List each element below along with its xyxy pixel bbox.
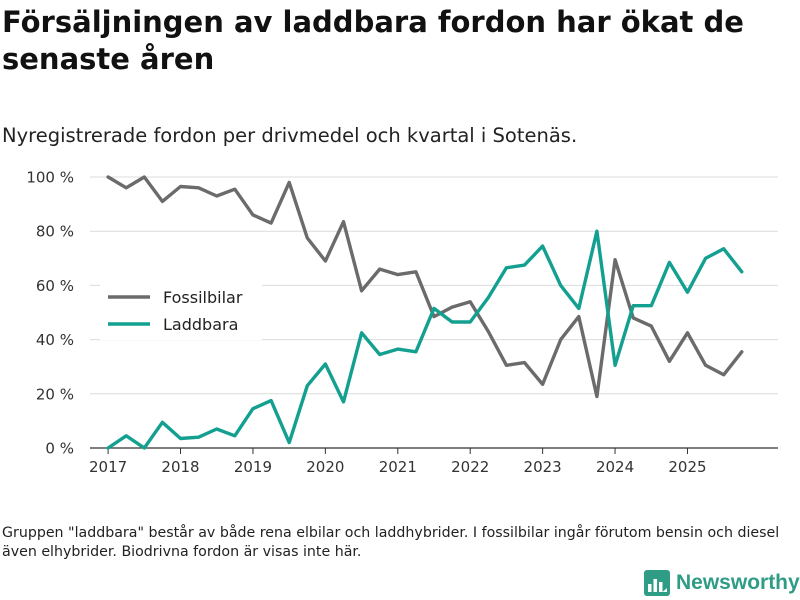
x-tick-label: 2023: [524, 458, 562, 476]
x-tick-label: 2018: [161, 458, 199, 476]
y-axis-tick-labels: 0 % 20 % 40 % 60 % 80 % 100 %: [26, 169, 74, 458]
legend-label: Fossilbilar: [163, 288, 243, 307]
chart-title: Försäljningen av laddbara fordon har öka…: [2, 5, 744, 76]
series-line-fossilbilar: [106, 175, 744, 399]
brand-logo: Newsworthy: [644, 568, 800, 598]
legend: Fossilbilar Laddbara: [100, 278, 262, 340]
y-tick-label: 60 %: [36, 277, 74, 295]
series-line-laddbara: [106, 229, 744, 450]
x-tick-label: 2019: [234, 458, 272, 476]
y-tick-label: 40 %: [36, 331, 74, 349]
x-tick-label: 2024: [596, 458, 634, 476]
x-axis: 2017 2018 2019 2020 2021 2022 2023 2024 2025: [89, 447, 778, 476]
legend-background: [100, 278, 262, 340]
y-tick-label: 20 %: [36, 385, 74, 403]
x-tick-label: 2020: [306, 458, 344, 476]
line-chart: 0 % 20 % 40 % 60 % 80 % 100 % 2017 2018 2019 202…: [26, 169, 778, 476]
x-tick-label: 2021: [379, 458, 417, 476]
chart-subtitle: Nyregistrerade fordon per drivmedel och …: [2, 124, 578, 147]
x-tick-label: 2022: [451, 458, 489, 476]
y-tick-label: 100 %: [26, 169, 74, 187]
x-tick-label: 2025: [668, 458, 706, 476]
x-tick-label: 2017: [89, 458, 127, 476]
y-tick-label: 80 %: [36, 223, 74, 241]
series-lines: [106, 175, 744, 450]
newsworthy-logo-icon: [644, 570, 670, 596]
legend-label: Laddbara: [163, 315, 238, 334]
brand-name: Newsworthy: [676, 571, 800, 594]
y-tick-label: 0 %: [45, 440, 74, 458]
footnote: Gruppen "laddbara" består av både rena e…: [2, 525, 780, 560]
